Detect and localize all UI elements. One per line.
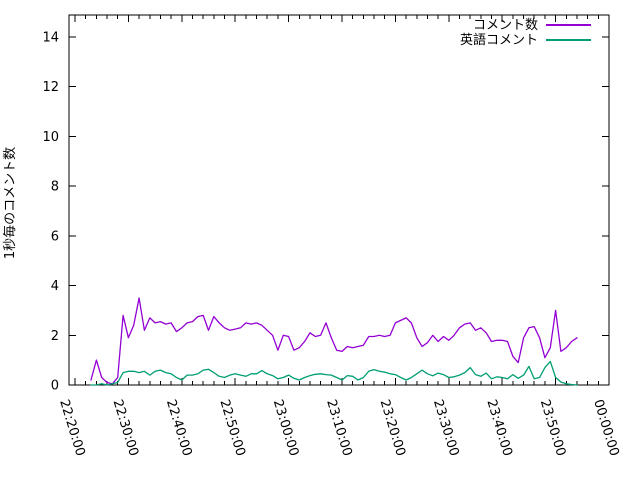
x-tick-label: 22:40:00 (163, 398, 194, 458)
plot-border (68, 14, 610, 386)
x-tick-label: 22:20:00 (56, 398, 87, 458)
axis-tick-labels: 22:20:00 22:30:00 22:40:00 22:50:00 23:00:00… (42, 31, 621, 459)
x-tick-label: 23:40:00 (483, 398, 514, 458)
x-tick-label: 22:30:00 (110, 398, 141, 458)
x-tick-label: 22:50:00 (216, 398, 247, 458)
y-tick-label: 12 (42, 80, 59, 95)
legend-label-english-comment: 英語コメント (460, 32, 538, 48)
y-tick-label: 14 (42, 31, 59, 46)
x-tick-label: 23:20:00 (377, 398, 408, 458)
axis-ticks (69, 15, 610, 386)
y-tick-label: 6 (51, 229, 59, 244)
legend: コメント数 英語コメント (460, 18, 591, 48)
x-tick-label: 23:50:00 (537, 398, 568, 458)
x-tick-label: 00:00:00 (590, 398, 621, 458)
legend-label-comment-count: コメント数 (473, 18, 538, 33)
x-tick-label: 23:10:00 (323, 398, 354, 458)
y-tick-label: 4 (51, 279, 59, 294)
comment-count-line (90, 297, 578, 385)
data-series (90, 297, 578, 386)
y-tick-label: 8 (51, 180, 59, 195)
y-tick-label: 0 (51, 379, 59, 394)
english-comment-line (90, 360, 578, 386)
y-tick-label: 2 (51, 329, 59, 344)
y-tick-label: 10 (42, 130, 59, 145)
y-axis-title: 1秒毎のコメント数 (2, 147, 18, 259)
x-tick-label: 23:00:00 (270, 398, 301, 458)
x-tick-label: 23:30:00 (430, 398, 461, 458)
